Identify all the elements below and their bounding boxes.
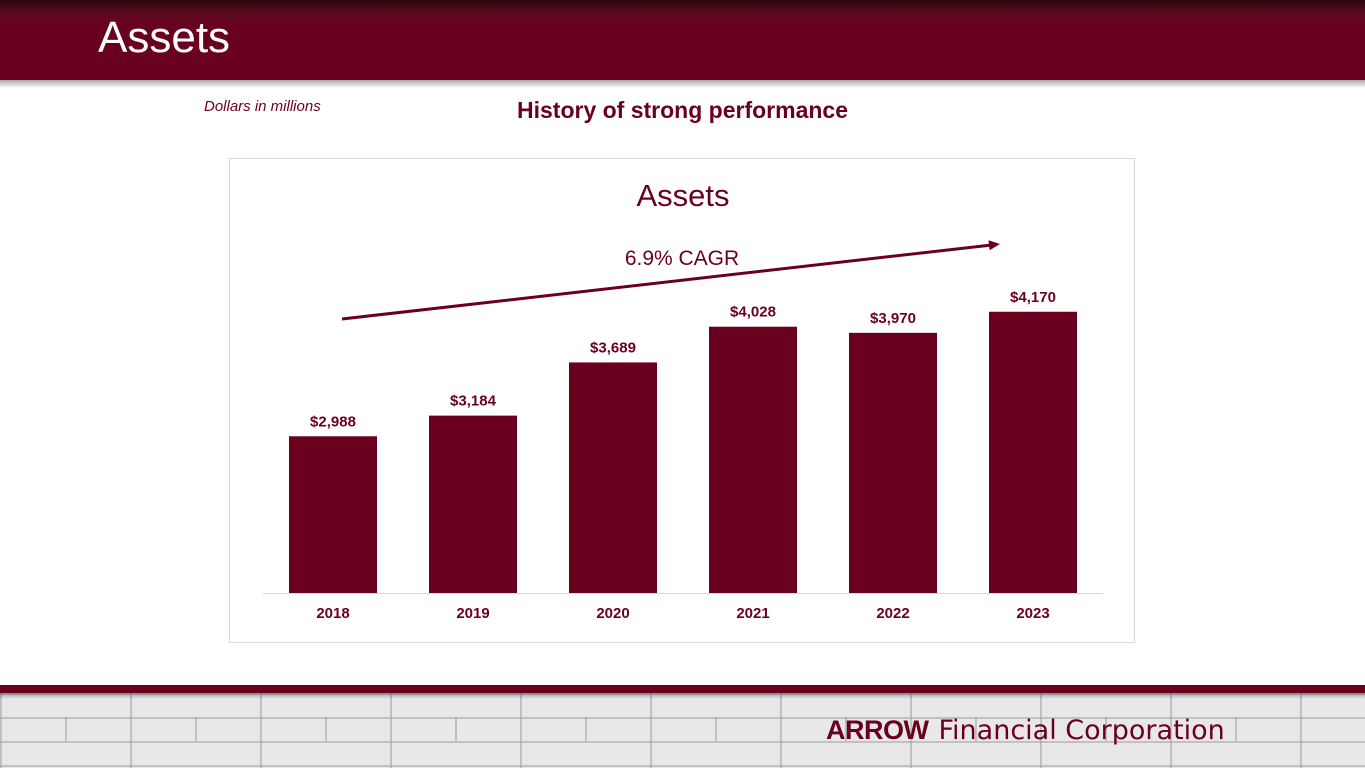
cagr-arrow-head [988, 240, 1000, 251]
page-title: Assets [98, 13, 231, 62]
x-tick-label-2023: 2023 [1016, 605, 1049, 622]
assets-bar-chart: Assets $2,988 2018 $3,184 2019 $3,689 2020 $4,0… [263, 178, 1103, 622]
footer-shadow [0, 693, 1365, 699]
footer: ARROW Financial Corporation [0, 685, 1365, 768]
chart-title: Assets [636, 178, 729, 213]
data-label-2022: $3,970 [870, 310, 916, 327]
data-label-2023: $4,170 [1010, 289, 1056, 306]
footer-stripe [0, 685, 1365, 693]
units-note: Dollars in millions [204, 98, 321, 115]
data-label-2018: $2,988 [310, 413, 356, 430]
bar-2018 [289, 436, 377, 593]
chart-panel: Assets $2,988 2018 $3,184 2019 $3,689 2020 $4,0… [229, 158, 1135, 643]
bar-2021 [709, 326, 797, 593]
bar-2022 [849, 332, 937, 593]
slide-heading: History of strong performance [517, 97, 848, 123]
bar-2020 [569, 362, 657, 593]
x-tick-label-2019: 2019 [456, 605, 489, 622]
cagr-arrow-line [341, 243, 995, 321]
data-label-2020: $3,689 [590, 339, 636, 356]
cagr-annotation: 6.9% CAGR [625, 247, 739, 270]
bar-2023 [989, 311, 1077, 593]
bar-2019 [429, 415, 517, 593]
data-label-2021: $4,028 [730, 304, 776, 321]
x-tick-label-2020: 2020 [596, 605, 629, 622]
x-tick-label-2021: 2021 [736, 605, 769, 622]
brick-wall-offset-row [0, 717, 1365, 741]
header-shadow [0, 80, 1365, 88]
x-tick-label-2022: 2022 [876, 605, 909, 622]
logo-text: Financial Corporation [938, 714, 1225, 746]
x-tick-label-2018: 2018 [316, 605, 349, 622]
logo-mark: ARROW [826, 714, 929, 745]
header-bar [0, 0, 1365, 80]
company-logo: ARROW Financial Corporation [826, 714, 1225, 746]
data-label-2019: $3,184 [450, 393, 497, 410]
